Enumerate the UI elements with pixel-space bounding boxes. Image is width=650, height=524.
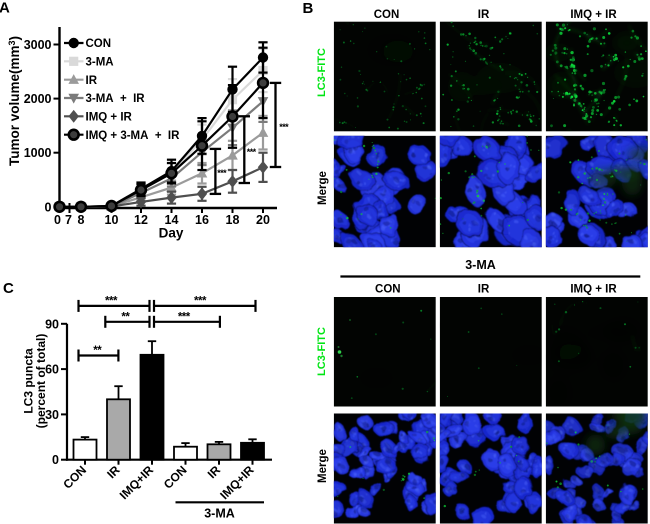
svg-text:***: *** (279, 122, 289, 132)
svg-text:LC3-FITC: LC3-FITC (316, 48, 328, 97)
svg-text:0: 0 (54, 213, 61, 227)
svg-text:LC3-FITC: LC3-FITC (316, 327, 328, 376)
svg-text:A: A (0, 0, 10, 17)
svg-text:**: ** (121, 311, 130, 323)
svg-text:60: 60 (45, 363, 59, 377)
svg-text:30: 30 (45, 408, 59, 422)
svg-text:Merge: Merge (317, 449, 329, 483)
svg-text:10: 10 (105, 213, 119, 227)
svg-text:Tumor volume(mm3): Tumor volume(mm3) (7, 36, 22, 166)
svg-text:16: 16 (195, 213, 209, 227)
svg-text:IR: IR (86, 75, 98, 87)
svg-text:Day: Day (159, 226, 184, 241)
svg-text:IR: IR (478, 284, 490, 296)
svg-text:CON: CON (375, 284, 401, 296)
svg-text:***: *** (217, 168, 227, 178)
svg-text:**: ** (93, 345, 102, 357)
svg-text:LC3 puncta: LC3 puncta (22, 348, 36, 414)
svg-text:IMQ + IR: IMQ + IR (86, 112, 133, 124)
svg-text:IMQ + 3-MA + IR: IMQ + 3-MA + IR (86, 130, 181, 142)
svg-text:***: *** (178, 311, 191, 323)
svg-text:90: 90 (45, 317, 59, 331)
svg-text:CON: CON (86, 38, 112, 50)
svg-text:3-MA: 3-MA (204, 507, 235, 521)
svg-text:***: *** (105, 295, 118, 307)
svg-text:IMQ + IR: IMQ + IR (570, 284, 617, 296)
svg-text:12: 12 (134, 213, 148, 227)
svg-text:***: *** (194, 295, 207, 307)
svg-text:3-MA: 3-MA (86, 57, 114, 69)
svg-text:0: 0 (52, 453, 59, 467)
svg-text:IMQ + IR: IMQ + IR (570, 9, 617, 21)
svg-text:8: 8 (78, 213, 85, 227)
svg-text:3-MA + IR: 3-MA + IR (86, 93, 146, 105)
svg-text:Merge: Merge (317, 171, 329, 205)
svg-text:14: 14 (165, 213, 179, 227)
svg-text:2000: 2000 (24, 92, 52, 106)
svg-text:***: *** (247, 147, 257, 157)
svg-text:3000: 3000 (24, 38, 52, 52)
svg-text:3-MA: 3-MA (465, 258, 496, 272)
svg-text:0: 0 (45, 200, 52, 214)
svg-text:18: 18 (226, 213, 240, 227)
svg-text:C: C (3, 280, 14, 297)
svg-text:20: 20 (256, 213, 270, 227)
svg-text:IR: IR (478, 9, 490, 21)
svg-text:CON: CON (374, 9, 400, 21)
svg-text:B: B (303, 0, 314, 17)
svg-text:1000: 1000 (24, 146, 52, 160)
svg-text:(percent of total): (percent of total) (34, 334, 48, 429)
svg-text:7: 7 (65, 213, 72, 227)
